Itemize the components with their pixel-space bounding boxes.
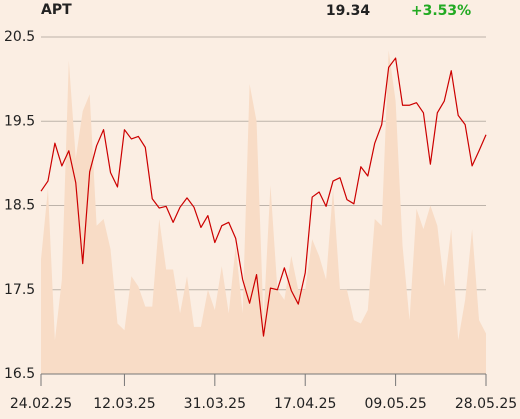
chart-title: APT — [41, 2, 72, 18]
y-tick-label: 16.5 — [4, 366, 35, 382]
y-tick-label: 19.5 — [4, 113, 35, 129]
x-tick-label: 12.03.25 — [93, 396, 155, 412]
price-change: +3.53% — [411, 3, 471, 19]
y-tick-label: 20.5 — [4, 29, 35, 45]
volume-area — [41, 50, 486, 374]
x-tick-label: 09.05.25 — [364, 396, 426, 412]
last-price: 19.34 — [326, 3, 371, 19]
x-tick-label: 28.05.25 — [455, 396, 517, 412]
x-tick-label: 24.02.25 — [10, 396, 72, 412]
x-tick-label: 31.03.25 — [184, 396, 246, 412]
y-tick-label: 17.5 — [4, 282, 35, 298]
data-layer — [40, 50, 487, 374]
y-tick-label: 18.5 — [4, 198, 35, 214]
x-tick-label: 17.04.25 — [274, 396, 336, 412]
price-line — [40, 57, 487, 337]
